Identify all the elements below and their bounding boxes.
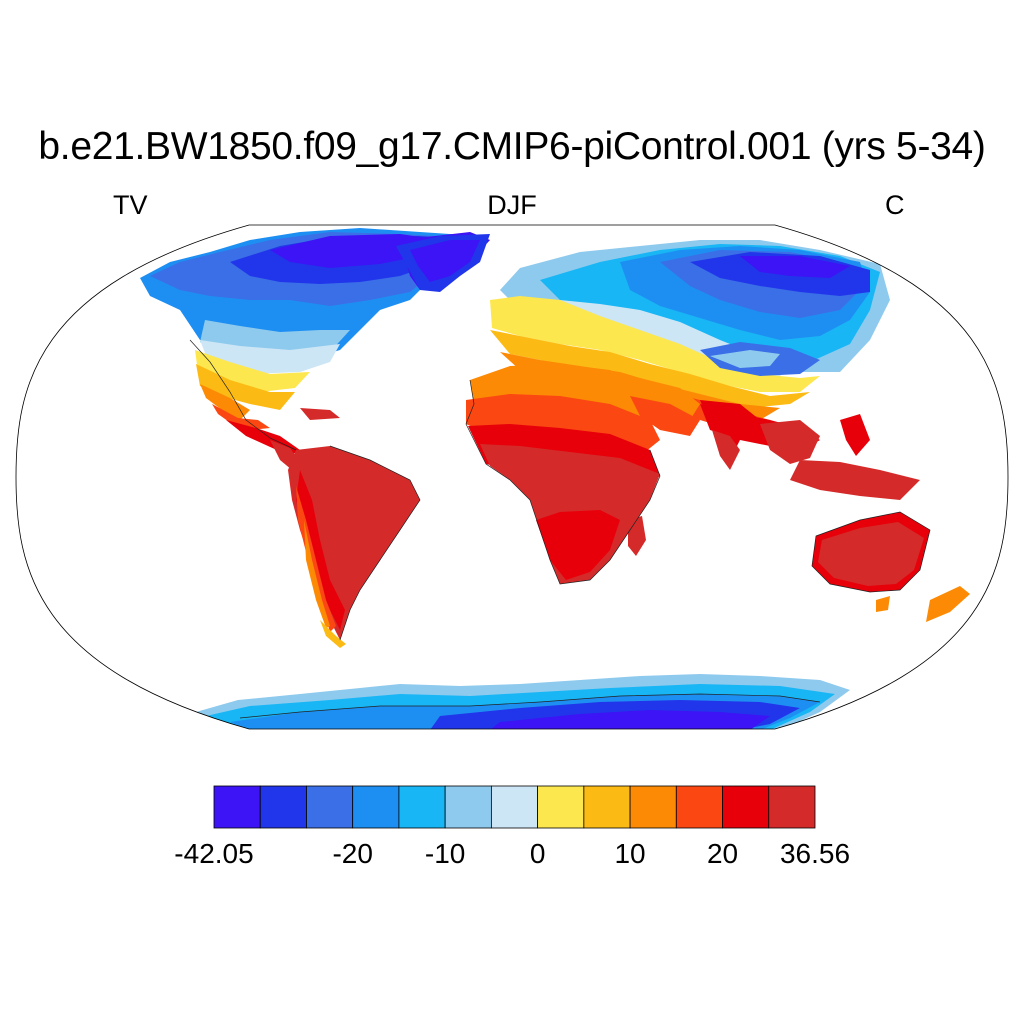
greenland-region [396, 234, 490, 292]
colorbar-swatch [768, 785, 816, 829]
colorbar-swatch [352, 785, 400, 829]
colorbar-swatch [675, 785, 723, 829]
colorbar-swatch [398, 785, 446, 829]
antarctica-region [196, 674, 850, 729]
south-america-region [288, 446, 420, 648]
right-string-units: C [885, 190, 905, 220]
map-outline-border [15, 224, 1009, 730]
center-string-season: DJF [487, 190, 537, 220]
colorbar-tick-label: -42.05 [174, 838, 254, 869]
eurasia-region [490, 240, 890, 452]
colorbar-tick-label: 20 [706, 838, 739, 869]
left-string-variable: TV [113, 190, 148, 220]
north-america-region [140, 228, 490, 470]
colorbar-swatch [629, 785, 677, 829]
colorbar-swatch [583, 785, 631, 829]
colorbar-swatch [537, 785, 585, 829]
colorbar-swatch [490, 785, 539, 829]
colorbar-swatch [259, 785, 307, 829]
colorbar-tick-label: -20 [332, 838, 373, 869]
colorbar-swatch [444, 785, 492, 829]
africa-region [466, 364, 700, 584]
colorbar-swatch [213, 785, 261, 829]
colorbar-swatch [306, 785, 354, 829]
australia-region [812, 512, 970, 622]
colorbar-tick-label: 36.56 [779, 838, 851, 869]
colorbar-tick-label: 10 [614, 838, 646, 869]
south-asia-region [700, 400, 920, 500]
colorbar-tick-label: -10 [424, 838, 466, 869]
figure-title: b.e21.BW1850.f09_g17.CMIP6-piControl.001… [38, 125, 986, 168]
coastlines [189, 339, 931, 719]
colorbar-swatch [722, 785, 770, 829]
colorbar-tick-label: 0 [529, 838, 546, 869]
